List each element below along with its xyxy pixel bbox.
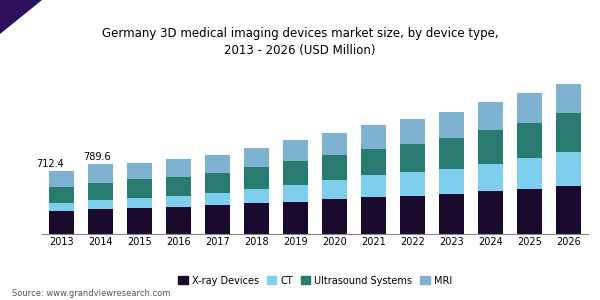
Bar [439,138,464,169]
Bar [283,140,308,161]
Bar [517,158,542,189]
Bar [556,186,581,234]
Bar [400,196,425,234]
Bar [166,159,191,177]
Bar [283,184,308,202]
Bar [517,189,542,234]
Bar [322,133,347,155]
Bar [283,161,308,184]
Bar [127,198,152,208]
Bar [88,200,113,209]
Bar [88,164,113,183]
Bar [478,102,503,130]
Bar [400,144,425,172]
Bar [556,113,581,152]
Bar [439,112,464,138]
Text: Germany 3D medical imaging devices market size, by device type,
2013 - 2026 (USD: Germany 3D medical imaging devices marke… [101,27,499,57]
Bar [322,200,347,234]
Bar [205,172,230,193]
Bar [439,169,464,194]
Bar [244,167,269,189]
Bar [517,123,542,158]
Bar [244,203,269,234]
Text: Source: www.grandviewresearch.com: Source: www.grandviewresearch.com [12,290,170,298]
Bar [49,211,74,234]
Bar [361,125,386,149]
Legend: X-ray Devices, CT, Ultrasound Systems, MRI: X-ray Devices, CT, Ultrasound Systems, M… [174,272,456,290]
Bar [127,163,152,179]
Bar [478,191,503,234]
Bar [205,193,230,205]
Bar [88,183,113,200]
Bar [556,81,581,113]
Bar [205,205,230,234]
Polygon shape [0,0,42,34]
Bar [127,208,152,234]
Text: 712.4: 712.4 [36,159,64,169]
Bar [166,207,191,234]
Bar [400,119,425,144]
Bar [556,152,581,186]
Bar [439,194,464,234]
Bar [322,180,347,200]
Bar [478,130,503,164]
Text: 789.6: 789.6 [83,152,110,162]
Bar [361,149,386,175]
Bar [49,187,74,203]
Bar [127,179,152,198]
Bar [88,209,113,234]
Bar [244,148,269,167]
Bar [166,196,191,207]
Bar [244,189,269,203]
Bar [283,202,308,234]
Bar [361,197,386,234]
Bar [166,177,191,196]
Bar [49,203,74,211]
Bar [478,164,503,191]
Bar [400,172,425,196]
Bar [361,175,386,197]
Bar [517,93,542,123]
Bar [205,154,230,172]
Bar [49,171,74,187]
Bar [322,155,347,180]
